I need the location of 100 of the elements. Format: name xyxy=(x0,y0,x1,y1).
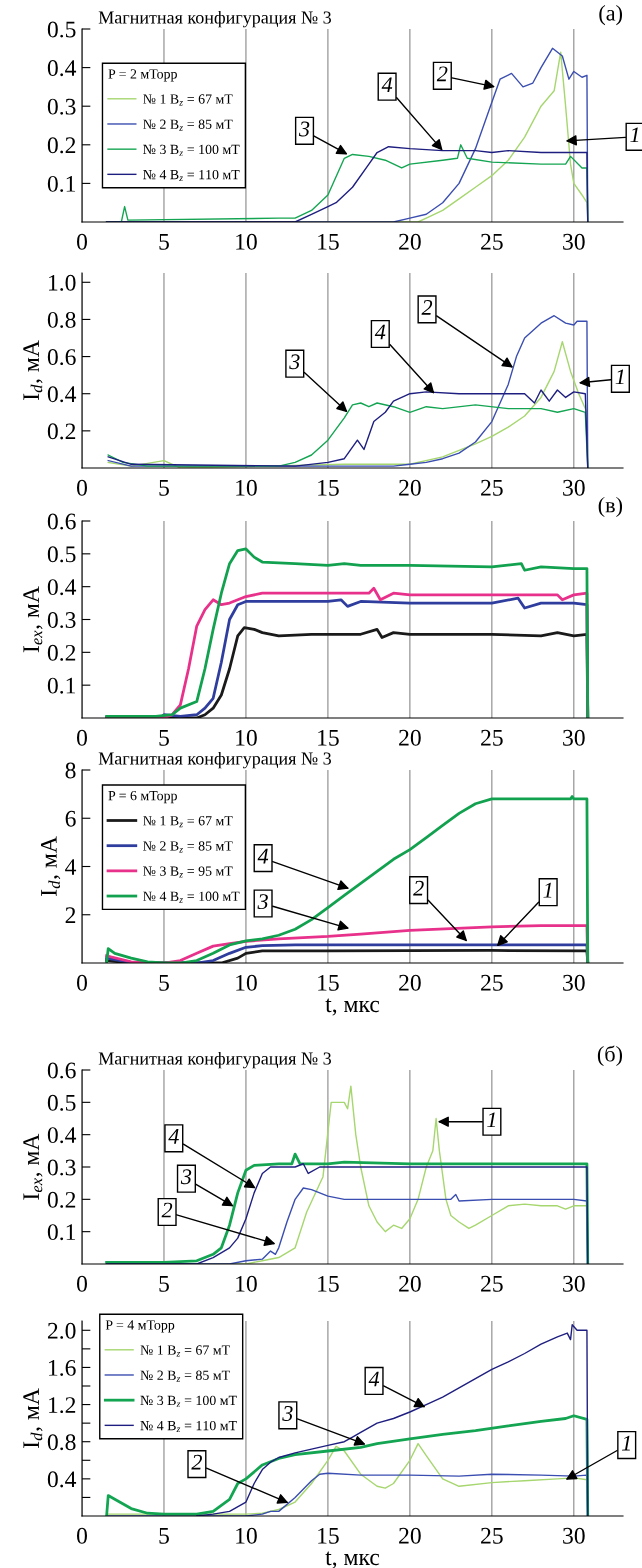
x-tick-label: 0 xyxy=(77,1275,87,1292)
y-tick-label: 0.2 xyxy=(47,423,76,440)
x-tick-label: 25 xyxy=(481,233,503,250)
x-tick-label: 5 xyxy=(159,480,169,496)
y-tick-label: 0.4 xyxy=(47,386,77,403)
y-axis-title: I$_{d}$, мА xyxy=(23,1388,43,1448)
y-tick-label: 6 xyxy=(65,810,76,827)
legend-title: P = 6 мТорр xyxy=(108,790,177,804)
annotation: 3 xyxy=(180,1169,192,1185)
x-tick-label: 20 xyxy=(399,479,421,496)
x-tick-label: 15 xyxy=(318,479,339,496)
chart-title: Магнитная конфигурация № 3 xyxy=(98,10,331,28)
annotation: 2 xyxy=(421,300,433,315)
x-tick-label: 20 xyxy=(399,974,421,991)
x-tick-label: 0 xyxy=(77,729,87,746)
x-tick-label: 15 xyxy=(318,1275,339,1292)
y-tick-label: 1.6 xyxy=(49,1359,76,1376)
annotation: 4 xyxy=(381,77,393,93)
x-tick-label: 10 xyxy=(236,729,257,746)
x-tick-label: 10 xyxy=(236,1275,257,1292)
annotation: 2 xyxy=(191,1454,202,1470)
y-tick-label: 0.4 xyxy=(47,60,77,77)
y-axis-title: I$_{ex}$, мА xyxy=(23,586,43,653)
y-tick-label: 0.5 xyxy=(47,1094,76,1111)
annotation: 1 xyxy=(487,1112,496,1128)
y-tick-label: 0.1 xyxy=(47,677,76,694)
legend-title: P = 4 мТорр xyxy=(105,1320,175,1333)
x-tick-label: 30 xyxy=(563,974,585,991)
y-tick-label: 0.2 xyxy=(47,1191,76,1208)
annotation: 1 xyxy=(621,1435,630,1451)
x-axis-title: t, мкс xyxy=(325,1551,380,1568)
y-tick-label: 0.6 xyxy=(47,1062,76,1079)
legend-label: № 4 B$_{z}$ = 100 мТ xyxy=(143,891,240,903)
y-tick-label: 0.5 xyxy=(47,21,76,38)
x-tick-label: 5 xyxy=(159,1528,169,1544)
legend-label: № 3 B$_{z}$ = 100 мТ xyxy=(143,144,240,156)
y-axis-title: I$_{d}$, мА xyxy=(23,340,43,400)
x-tick-label: 15 xyxy=(318,233,339,250)
annotation: 3 xyxy=(257,894,268,910)
x-tick-label: 0 xyxy=(77,974,87,991)
x-tick-label: 20 xyxy=(399,1527,421,1544)
x-tick-label: 5 xyxy=(159,234,169,250)
legend-label: № 3 B$_{z}$ = 95 мТ xyxy=(143,866,233,878)
y-tick-label: 0.2 xyxy=(47,137,76,154)
annotation: 4 xyxy=(368,1371,380,1387)
y-tick-label: 0.8 xyxy=(47,311,76,328)
y-axis-title: I$_{d}$, мА xyxy=(41,836,61,896)
x-tick-label: 10 xyxy=(236,1527,257,1544)
x-tick-label: 0 xyxy=(77,1527,87,1544)
annotation: 3 xyxy=(298,121,310,137)
annotation: 2 xyxy=(413,880,424,896)
y-tick-label: 0.5 xyxy=(47,546,76,563)
x-tick-label: 30 xyxy=(563,479,585,496)
y-tick-label: 0.4 xyxy=(47,1471,77,1488)
y-tick-label: 4 xyxy=(65,859,77,875)
line-series xyxy=(107,402,589,468)
annotation: 4 xyxy=(257,848,269,864)
annotation: 3 xyxy=(282,1405,293,1421)
chart-title: Магнитная конфигурация № 3 xyxy=(98,751,331,769)
y-tick-label: 0.3 xyxy=(47,98,76,115)
y-tick-label: 0.6 xyxy=(47,349,76,366)
x-tick-label: 15 xyxy=(318,974,339,991)
y-tick-label: 0.4 xyxy=(47,579,77,596)
y-tick-label: 1.0 xyxy=(49,274,76,291)
legend-label: № 4 B$_{z}$ = 110 мТ xyxy=(143,169,240,182)
annotation: 1 xyxy=(543,882,552,898)
x-tick-label: 10 xyxy=(236,479,257,496)
x-tick-label: 25 xyxy=(481,1527,503,1544)
legend-label: № 2 B$_{z}$ = 85 мТ xyxy=(143,119,233,131)
legend-label: № 4 B$_{z}$ = 110 мТ xyxy=(140,1420,237,1433)
annotation: 3 xyxy=(289,354,300,370)
y-tick-label: 0.3 xyxy=(47,611,76,629)
x-tick-label: 30 xyxy=(563,729,585,746)
y-tick-label: 0.6 xyxy=(47,513,76,530)
x-tick-label: 10 xyxy=(236,974,257,991)
x-tick-label: 30 xyxy=(563,1527,585,1544)
y-tick-label: 0.1 xyxy=(47,1224,76,1241)
y-tick-label: 0.4 xyxy=(47,1127,77,1144)
x-axis-title: t, мкс xyxy=(325,998,380,1016)
x-tick-label: 5 xyxy=(159,1276,169,1292)
text: (а) xyxy=(599,4,623,26)
x-tick-label: 5 xyxy=(159,975,169,991)
chart-title: Магнитная конфигурация № 3 xyxy=(98,1051,331,1069)
x-tick-label: 0 xyxy=(77,233,87,250)
x-tick-label: 5 xyxy=(159,730,169,746)
legend-label: № 3 B$_{z}$ = 100 мТ xyxy=(140,1395,237,1407)
text: (б) xyxy=(597,1045,623,1067)
legend-label: № 1 B$_{z}$ = 67 мТ xyxy=(143,816,233,828)
line-series xyxy=(105,547,590,718)
legend-label: № 2 B$_{z}$ = 85 мТ xyxy=(143,841,233,853)
annotation: 4 xyxy=(374,324,386,340)
annotation: 2 xyxy=(161,1202,173,1218)
y-tick-label: 2 xyxy=(65,907,76,923)
annotation: 2 xyxy=(436,66,448,82)
x-tick-label: 30 xyxy=(563,233,585,250)
y-axis-title: I$_{ex}$, мА xyxy=(23,1133,43,1200)
x-tick-label: 25 xyxy=(481,729,503,746)
y-tick-label: 0.8 xyxy=(47,1434,76,1451)
text: (в) xyxy=(598,496,623,518)
y-tick-label: 0.3 xyxy=(47,1159,76,1176)
